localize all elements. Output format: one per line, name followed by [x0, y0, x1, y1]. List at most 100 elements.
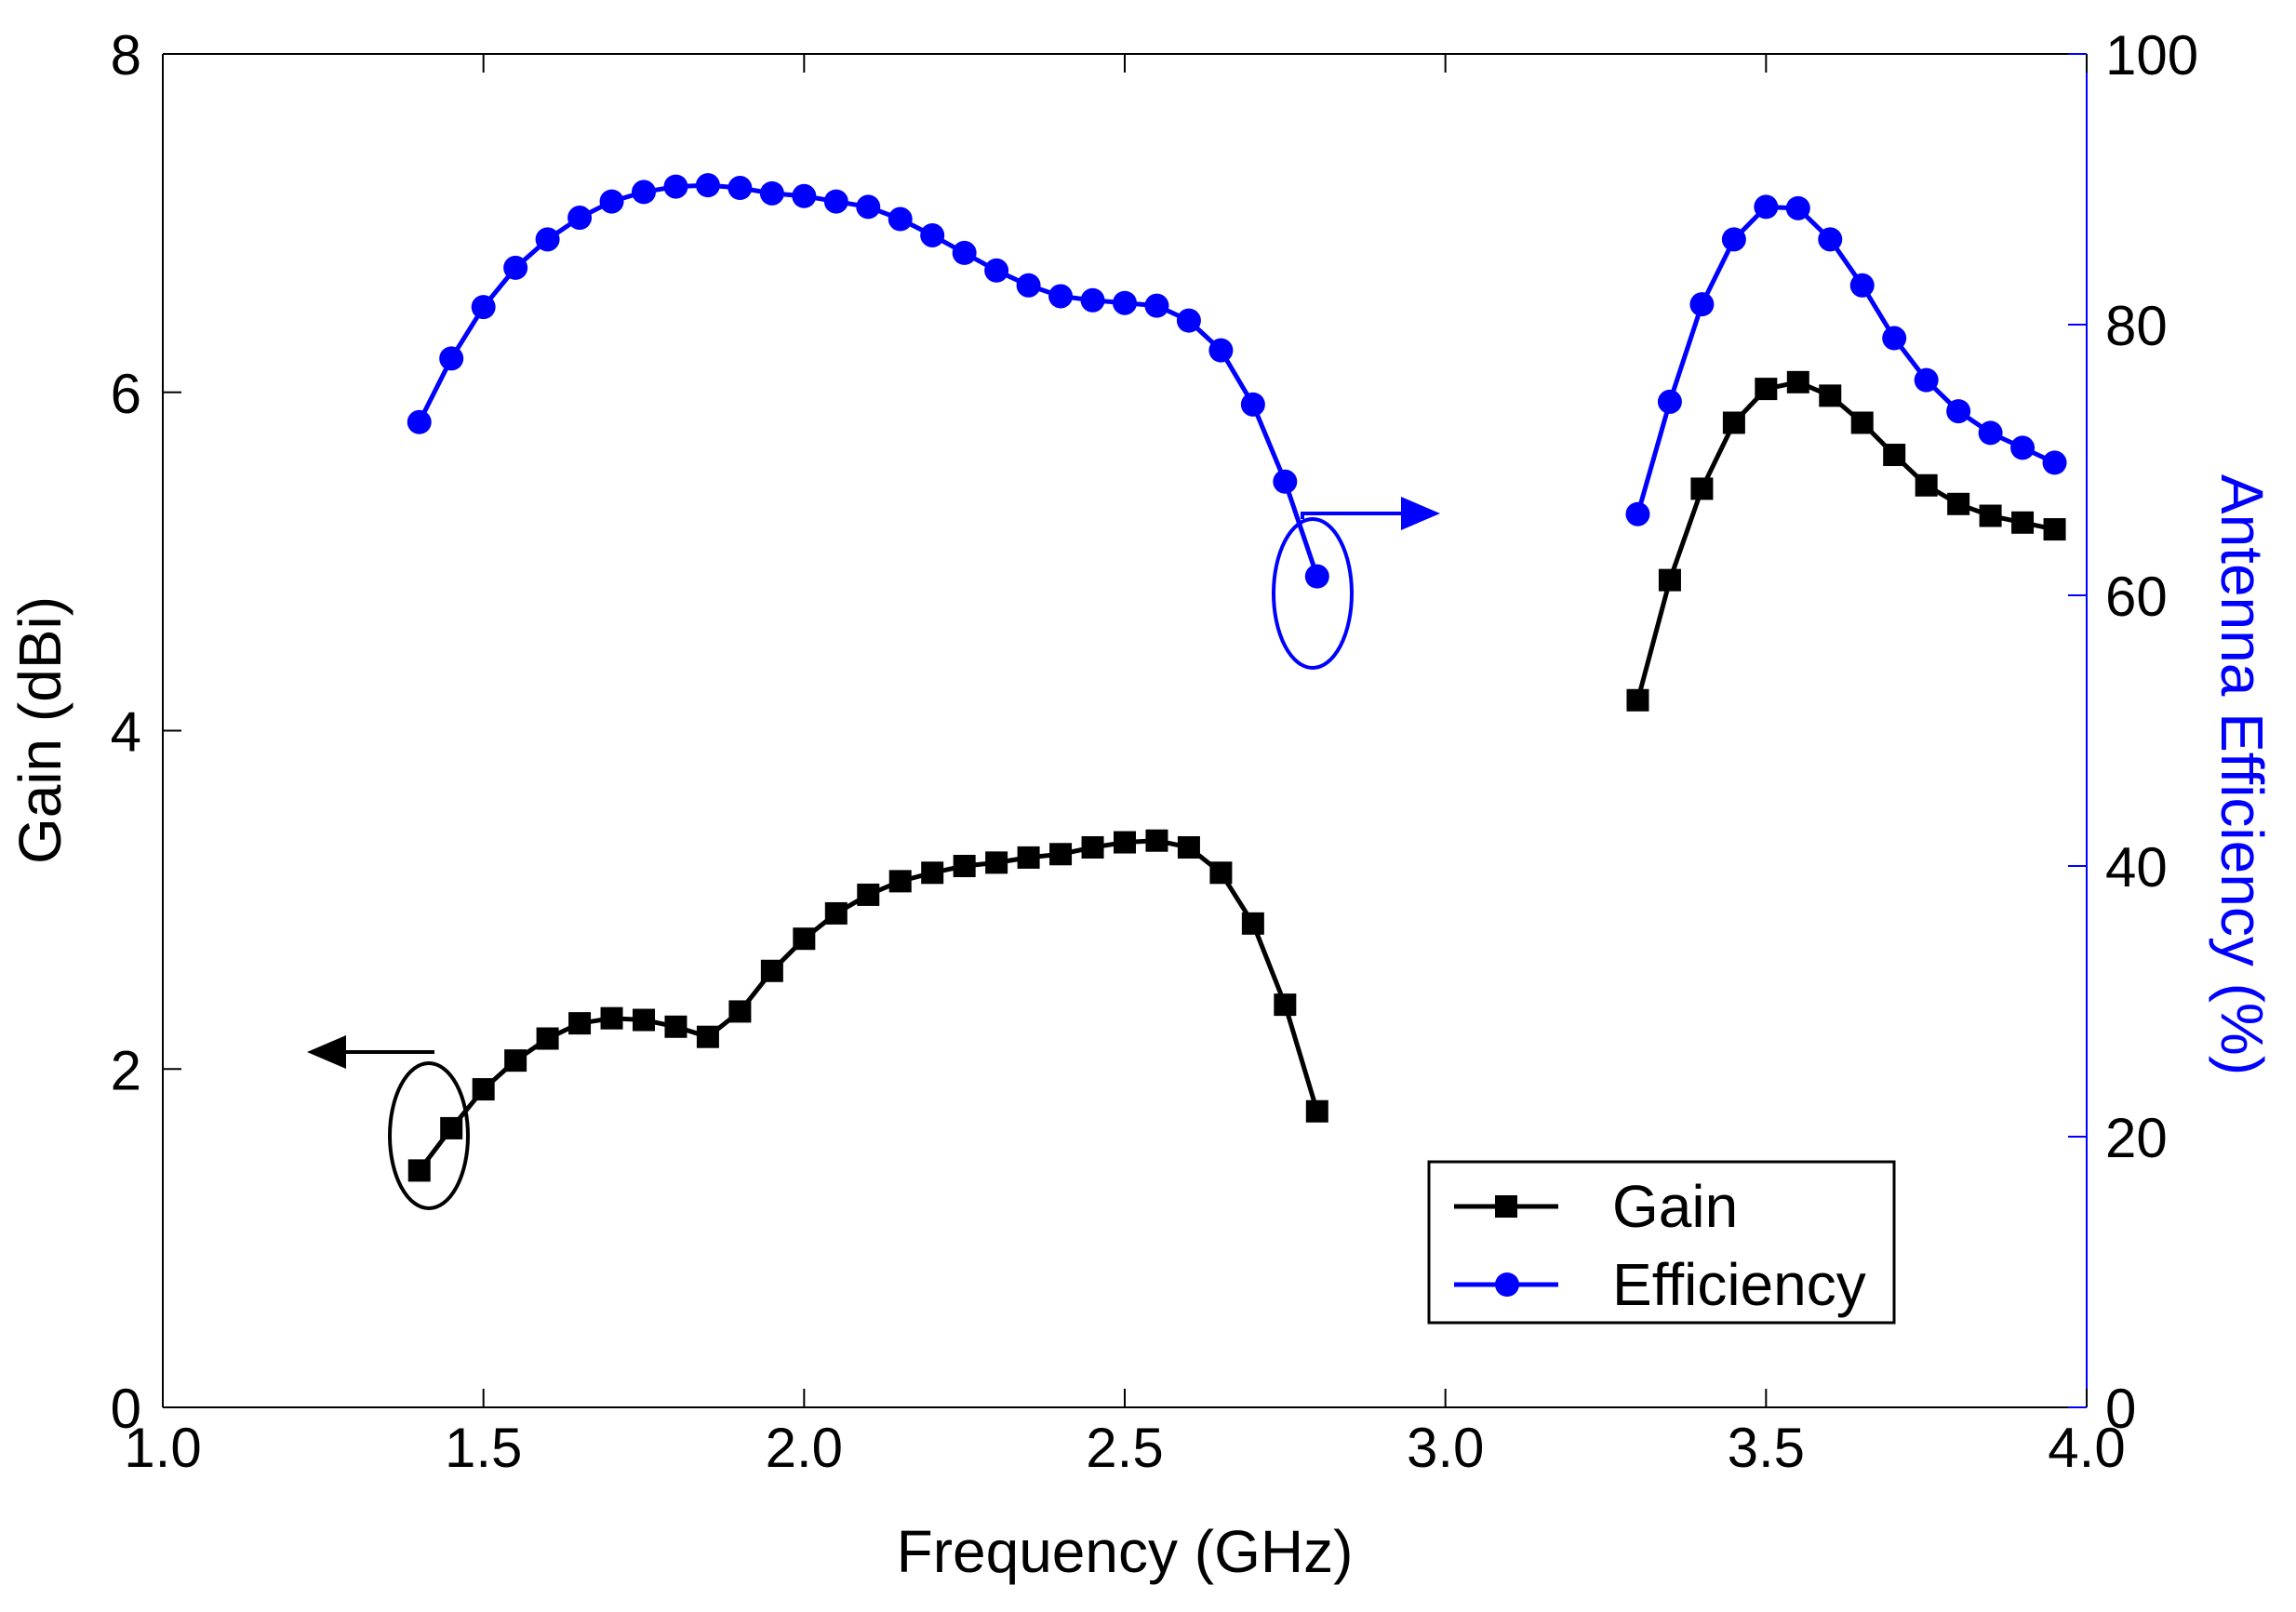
efficiency-point — [663, 174, 688, 199]
gain-point — [1081, 835, 1104, 859]
gain-point — [2043, 518, 2066, 541]
efficiency-point — [792, 183, 817, 208]
efficiency-point — [2042, 450, 2067, 475]
gain-point — [824, 901, 848, 925]
y-right-tick-label-4: 80 — [2105, 295, 2168, 357]
gain-point — [2011, 511, 2035, 534]
gain-point — [633, 1008, 655, 1032]
gain-point — [1722, 411, 1745, 434]
efficiency-point — [1176, 308, 1201, 333]
efficiency-point — [1849, 273, 1875, 298]
y-right-tick-label-0: 0 — [2105, 1378, 2136, 1440]
series-layer — [407, 173, 2067, 1182]
efficiency-point — [632, 180, 656, 205]
efficiency-point — [1914, 367, 1939, 393]
x-tick-label-0: 1.0 — [124, 1417, 201, 1479]
legend-efficiency-marker — [1495, 1272, 1519, 1297]
efficiency-annotation-ellipse — [1272, 517, 1354, 670]
gain-point — [1114, 831, 1136, 854]
gain-point — [1305, 1099, 1328, 1123]
gain-point — [1177, 835, 1200, 859]
gain-point — [888, 870, 912, 893]
efficiency-point — [856, 194, 881, 220]
gain-point — [568, 1012, 592, 1035]
gain-point — [440, 1116, 463, 1139]
gain-point — [696, 1025, 719, 1048]
gain-point — [1145, 829, 1168, 852]
gain-point — [1755, 378, 1778, 401]
x-tick-label-1: 1.5 — [445, 1417, 522, 1479]
gain-point — [1017, 846, 1040, 869]
efficiency-point — [695, 173, 720, 198]
efficiency-point — [1978, 420, 2003, 446]
efficiency-point — [439, 346, 464, 371]
y-left-tick-label-4: 8 — [111, 24, 141, 87]
gain-point — [536, 1027, 559, 1050]
y-axis-right-title: Antenna Efficiency (%) — [2209, 474, 2276, 1075]
y-left-tick-label-2: 4 — [111, 701, 141, 764]
gain-point — [1979, 504, 2002, 527]
efficiency-point — [1208, 338, 1234, 363]
x-tick-label-4: 3.0 — [1407, 1417, 1484, 1479]
efficiency-point — [920, 222, 945, 247]
y-left-tick-label-0: 0 — [111, 1378, 141, 1440]
efficiency-point — [1689, 292, 1715, 317]
gain-point — [953, 855, 976, 877]
efficiency-point — [823, 189, 848, 214]
gain-point — [728, 1000, 752, 1023]
gain-point — [1274, 993, 1297, 1017]
efficiency-point — [567, 206, 593, 231]
y-left-tick-label-3: 6 — [111, 363, 141, 425]
gain-point — [1819, 384, 1842, 407]
y-left-tick-label-1: 2 — [111, 1039, 141, 1101]
y-right-tick-label-5: 100 — [2105, 24, 2198, 87]
efficiency-point — [888, 206, 913, 232]
gain-point — [1209, 861, 1233, 885]
efficiency-point — [535, 227, 560, 252]
gain-point — [921, 861, 944, 885]
legend-gain-label: Gain — [1612, 1173, 1738, 1240]
efficiency-point — [759, 180, 784, 206]
efficiency-point — [1625, 501, 1650, 526]
efficiency-point — [407, 409, 432, 434]
x-tick-label-2: 2.0 — [766, 1417, 843, 1479]
y-right-tick-label-1: 20 — [2105, 1107, 2168, 1169]
efficiency-point — [1016, 273, 1041, 298]
gain-point — [664, 1015, 687, 1038]
efficiency-point — [1080, 287, 1105, 313]
efficiency-point — [1818, 227, 1843, 252]
gain-point — [985, 851, 1008, 874]
gain-point — [407, 1159, 431, 1182]
efficiency-point — [1240, 392, 1265, 417]
gain-point — [1658, 568, 1681, 592]
x-tick-label-5: 3.5 — [1728, 1417, 1805, 1479]
efficiency-annotation-arrow-head — [1401, 497, 1440, 530]
y-axis-left-title: Gain (dBi) — [7, 596, 73, 864]
gain-point — [1690, 477, 1714, 500]
y-right-tick-label-2: 40 — [2105, 836, 2168, 899]
legend-efficiency-label: Efficiency — [1612, 1251, 1866, 1318]
efficiency-point — [1657, 389, 1682, 414]
efficiency-point — [1304, 564, 1329, 589]
efficiency-point — [952, 240, 977, 265]
gain-annotation-ellipse — [388, 1061, 470, 1210]
gain-point — [1947, 492, 1970, 515]
efficiency-point — [1144, 293, 1169, 318]
efficiency-point — [1946, 399, 1971, 424]
efficiency-point — [599, 189, 624, 214]
efficiency-point — [1273, 469, 1298, 494]
efficiency-point — [2010, 435, 2036, 460]
efficiency-point — [1754, 194, 1779, 220]
gain-point — [1786, 370, 1809, 393]
gain-point — [1850, 411, 1874, 434]
gain-point — [857, 883, 880, 906]
gain-point — [793, 927, 816, 951]
gain-annotation-arrow-line — [312, 1050, 434, 1054]
gain-point — [1241, 912, 1264, 935]
efficiency-point — [471, 295, 496, 320]
efficiency-point — [503, 255, 528, 280]
gain-point — [504, 1049, 527, 1072]
gain-point — [1626, 688, 1649, 712]
x-axis-title: Frequency (GHz) — [897, 1518, 1354, 1585]
